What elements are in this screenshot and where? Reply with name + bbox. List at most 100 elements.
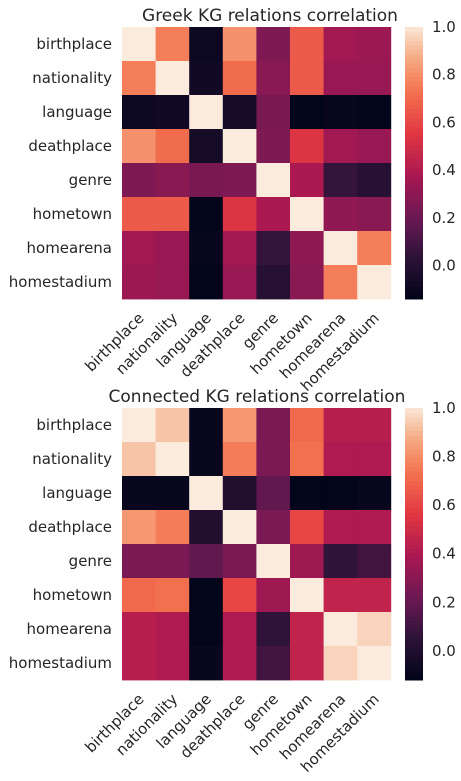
heatmap-cell bbox=[155, 646, 190, 681]
heatmap-cell bbox=[122, 408, 156, 443]
colorbar-segment bbox=[405, 571, 423, 577]
heatmap-cell bbox=[256, 544, 291, 579]
y-tick-label: deathplace bbox=[28, 518, 112, 536]
colorbar-segment bbox=[405, 131, 423, 137]
colorbar-segment bbox=[405, 507, 423, 513]
heatmap-cell bbox=[189, 95, 224, 130]
heatmap-cell bbox=[256, 163, 291, 198]
heatmap-cell bbox=[122, 27, 156, 62]
heatmap-cell bbox=[323, 265, 358, 300]
colorbar-segment bbox=[405, 607, 423, 613]
heatmap-cell bbox=[357, 163, 392, 198]
colorbar-segment bbox=[405, 553, 423, 559]
heatmap-cell bbox=[222, 476, 257, 511]
heatmap-cell bbox=[222, 265, 257, 300]
colorbar-tick-label: 1.0 bbox=[432, 399, 456, 417]
heatmap-cell bbox=[222, 95, 257, 130]
heatmap-cell bbox=[357, 612, 392, 647]
heatmap-cell bbox=[256, 129, 291, 164]
heatmap-cell bbox=[122, 197, 156, 232]
heatmap-cell bbox=[357, 646, 392, 681]
heatmap-cell bbox=[222, 510, 257, 545]
heatmap-cell bbox=[357, 95, 392, 130]
colorbar-segment bbox=[405, 85, 423, 91]
colorbar-segment bbox=[405, 190, 423, 196]
colorbar-segment bbox=[405, 176, 423, 182]
heatmap-cell bbox=[323, 197, 358, 232]
colorbar-segment bbox=[405, 276, 423, 282]
heatmap-cell bbox=[256, 231, 291, 266]
heatmap-cell bbox=[323, 95, 358, 130]
colorbar-segment bbox=[405, 40, 423, 46]
heatmap-cell bbox=[155, 95, 190, 130]
y-tick-label: homestadium bbox=[9, 654, 112, 672]
heatmap-cell bbox=[357, 129, 392, 164]
colorbar-segment bbox=[405, 639, 423, 645]
heatmap-cell bbox=[290, 544, 324, 579]
colorbar-segment bbox=[405, 480, 423, 486]
colorbar-segment bbox=[405, 448, 423, 454]
heatmap-cell bbox=[189, 197, 224, 232]
heatmap-cell bbox=[122, 544, 156, 579]
colorbar-segment bbox=[405, 58, 423, 64]
heatmap-cell bbox=[323, 129, 358, 164]
heatmap-plot: birthplace nationality language deathplace g… bbox=[9, 399, 456, 776]
heatmap-cell bbox=[357, 61, 392, 96]
heatmap-cell bbox=[290, 231, 324, 266]
colorbar-segment bbox=[405, 661, 423, 667]
colorbar-segment bbox=[405, 221, 423, 227]
colorbar-segment bbox=[405, 521, 423, 527]
heatmap-cell bbox=[290, 612, 324, 647]
colorbar-segment bbox=[405, 584, 423, 590]
colorbar-segment bbox=[405, 122, 423, 128]
colorbar-segment bbox=[405, 208, 423, 214]
heatmap-cell bbox=[290, 578, 324, 613]
heatmap-cell bbox=[122, 476, 156, 511]
colorbar-segment bbox=[405, 181, 423, 187]
y-tick-label: homearena bbox=[27, 620, 112, 638]
colorbar-segment bbox=[405, 562, 423, 568]
heatmap-cell bbox=[122, 646, 156, 681]
colorbar-segment bbox=[405, 417, 423, 423]
heatmap-cell bbox=[189, 265, 224, 300]
colorbar-segment bbox=[405, 135, 423, 141]
y-tick-label: language bbox=[42, 484, 112, 502]
heatmap-cell bbox=[155, 231, 190, 266]
colorbar-segment bbox=[405, 421, 423, 427]
heatmap-cell bbox=[222, 544, 257, 579]
colorbar-segment bbox=[405, 598, 423, 604]
heatmap-cell bbox=[122, 612, 156, 647]
colorbar-tick-label: 0.4 bbox=[432, 161, 456, 179]
colorbar-segment bbox=[405, 212, 423, 218]
colorbar-segment bbox=[405, 544, 423, 550]
colorbar-segment bbox=[405, 426, 423, 432]
y-tick-label: homearena bbox=[27, 239, 112, 257]
heatmap-cell bbox=[256, 61, 291, 96]
heatmap-cell bbox=[357, 27, 392, 62]
y-tick-label: hometown bbox=[33, 205, 112, 223]
colorbar-segment bbox=[405, 444, 423, 450]
colorbar-tick-label: 0.6 bbox=[432, 113, 456, 131]
y-tick-label: language bbox=[42, 103, 112, 121]
colorbar-segment bbox=[405, 36, 423, 42]
heatmap-plot: birthplace nationality language deathplace g… bbox=[9, 18, 456, 395]
colorbar-tick-label: 0.2 bbox=[432, 209, 456, 227]
colorbar-segment bbox=[405, 616, 423, 622]
colorbar-segment bbox=[405, 548, 423, 554]
y-tick-label: genre bbox=[69, 552, 112, 570]
colorbar-segment bbox=[405, 539, 423, 545]
heatmap-cell bbox=[189, 476, 224, 511]
colorbar-tick-label: 0.0 bbox=[432, 642, 456, 660]
colorbar-segment bbox=[405, 285, 423, 291]
heatmap-cell bbox=[222, 129, 257, 164]
colorbar-segment bbox=[405, 280, 423, 286]
colorbar-segment bbox=[405, 525, 423, 531]
heatmap-cell bbox=[189, 612, 224, 647]
heatmap-cell bbox=[357, 442, 392, 477]
colorbar-segment bbox=[405, 566, 423, 572]
heatmap-cell bbox=[256, 646, 291, 681]
colorbar-segment bbox=[405, 45, 423, 51]
heatmap-cell bbox=[222, 61, 257, 96]
heatmap-cell bbox=[155, 442, 190, 477]
